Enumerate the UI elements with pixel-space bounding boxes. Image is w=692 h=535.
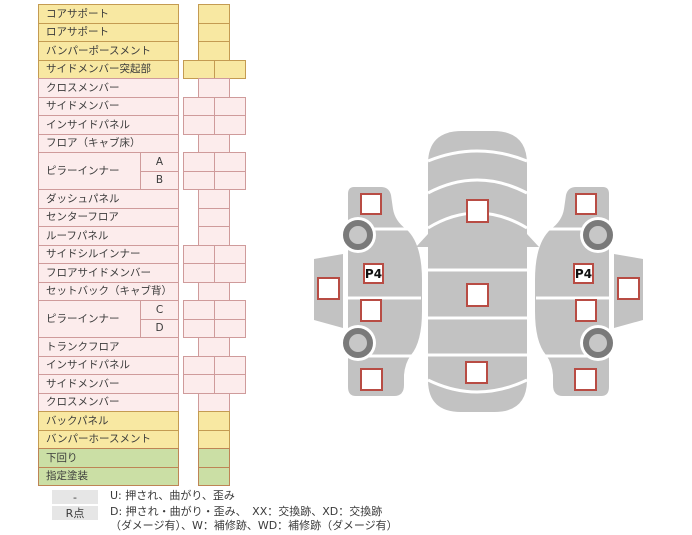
damage-cell-6-left[interactable] xyxy=(183,115,215,135)
damage-cell-2-single[interactable] xyxy=(198,41,230,61)
part-label-13: サイドシルインナー xyxy=(38,244,179,264)
damage-cell-3-left[interactable] xyxy=(183,59,215,79)
legend-text-u: U: 押され、曲がり、歪み xyxy=(110,489,235,502)
damage-cell-17-left[interactable] xyxy=(183,318,215,338)
part-label-24: 下回り xyxy=(38,448,179,468)
damage-cell-14-right[interactable] xyxy=(214,263,246,283)
damage-cell-21-single[interactable] xyxy=(198,392,230,412)
damage-cell-0-single[interactable] xyxy=(198,4,230,24)
part-label-16: ピラーインナー xyxy=(38,300,141,338)
damage-cell-24-single[interactable] xyxy=(198,448,230,468)
damage-cell-25-single[interactable] xyxy=(198,466,230,486)
left-rear-door-marker[interactable] xyxy=(360,299,382,322)
damage-cell-12-single[interactable] xyxy=(198,226,230,246)
damage-cell-7-single[interactable] xyxy=(198,133,230,153)
left-rear-fender-marker[interactable] xyxy=(360,368,383,391)
part-label-8: ピラーインナー xyxy=(38,152,141,190)
left-front-wheel xyxy=(343,220,373,250)
part-label-18: トランクフロア xyxy=(38,337,179,357)
part-label-20: サイドメンバー xyxy=(38,374,179,394)
damage-cell-8-right[interactable] xyxy=(214,152,246,172)
damage-cell-16-right[interactable] xyxy=(214,300,246,320)
part-label-6: インサイドパネル xyxy=(38,115,179,135)
damage-cell-16-left[interactable] xyxy=(183,300,215,320)
part-label-23: バンパーホースメント xyxy=(38,429,179,449)
right-rear-door-marker[interactable] xyxy=(575,299,597,322)
damage-cell-4-single[interactable] xyxy=(198,78,230,98)
damage-cell-5-right[interactable] xyxy=(214,96,246,116)
part-label-15: セットバック（キャブ背） xyxy=(38,281,179,301)
legend-key-u: - xyxy=(52,490,98,504)
center-roof-marker[interactable] xyxy=(466,283,489,307)
damage-cell-9-right[interactable] xyxy=(214,170,246,190)
part-label-7: フロア（キャブ床） xyxy=(38,133,179,153)
pillar-section-label-C: C xyxy=(140,300,179,320)
damage-cell-19-left[interactable] xyxy=(183,355,215,375)
damage-cell-11-single[interactable] xyxy=(198,207,230,227)
center-hood-marker[interactable] xyxy=(466,199,489,223)
legend-text-r-line2: （ダメージ有）、W：補修跡、WD：補修跡（ダメージ有） xyxy=(110,519,398,532)
part-label-21: クロスメンバー xyxy=(38,392,179,412)
damage-cell-1-single[interactable] xyxy=(198,22,230,42)
part-label-5: サイドメンバー xyxy=(38,96,179,116)
damage-cell-15-single[interactable] xyxy=(198,281,230,301)
damage-cell-19-right[interactable] xyxy=(214,355,246,375)
damage-cell-20-left[interactable] xyxy=(183,374,215,394)
left-rear-wheel xyxy=(343,328,373,358)
center-trunk-marker[interactable] xyxy=(465,361,488,384)
right-front-wheel xyxy=(583,220,613,250)
left-sill-marker[interactable] xyxy=(317,277,340,300)
damage-cell-14-left[interactable] xyxy=(183,263,215,283)
part-label-2: バンパーポースメント xyxy=(38,41,179,61)
right-front-fender-marker[interactable] xyxy=(575,193,597,215)
damage-cell-22-single[interactable] xyxy=(198,411,230,431)
right-front-door-marker[interactable]: P4 xyxy=(573,263,594,284)
part-label-19: インサイドパネル xyxy=(38,355,179,375)
car-silhouettes xyxy=(314,131,645,412)
part-label-4: クロスメンバー xyxy=(38,78,179,98)
damage-cell-8-left[interactable] xyxy=(183,152,215,172)
damage-cell-9-left[interactable] xyxy=(183,170,215,190)
damage-cell-3-right[interactable] xyxy=(214,59,246,79)
part-label-11: センターフロア xyxy=(38,207,179,227)
right-sill-marker[interactable] xyxy=(617,277,640,300)
damage-cell-17-right[interactable] xyxy=(214,318,246,338)
right-rear-fender-marker[interactable] xyxy=(574,368,597,391)
car-damage-diagram: P4 P4 xyxy=(310,128,650,423)
damage-cell-6-right[interactable] xyxy=(214,115,246,135)
part-label-12: ルーフパネル xyxy=(38,226,179,246)
left-front-door-marker[interactable]: P4 xyxy=(363,263,384,284)
damage-cell-23-single[interactable] xyxy=(198,429,230,449)
right-rear-wheel xyxy=(583,328,613,358)
part-label-10: ダッシュパネル xyxy=(38,189,179,209)
damage-cell-5-left[interactable] xyxy=(183,96,215,116)
left-front-fender-marker[interactable] xyxy=(360,193,382,215)
damage-cell-18-single[interactable] xyxy=(198,337,230,357)
part-label-14: フロアサイドメンバー xyxy=(38,263,179,283)
damage-cell-10-single[interactable] xyxy=(198,189,230,209)
part-label-25: 指定塗装 xyxy=(38,466,179,486)
part-label-3: サイドメンバー突起部 xyxy=(38,59,179,79)
legend-text-r-line1: D: 押され・曲がり・歪み、 XX：交換跡、XD：交換跡 xyxy=(110,505,383,518)
part-label-1: ロアサポート xyxy=(38,22,179,42)
legend-key-r: R点 xyxy=(52,506,98,520)
damage-cell-13-right[interactable] xyxy=(214,244,246,264)
pillar-section-label-B: B xyxy=(140,170,179,190)
pillar-section-label-A: A xyxy=(140,152,179,172)
part-label-0: コアサポート xyxy=(38,4,179,24)
car-top-view xyxy=(416,131,539,412)
damage-cell-20-right[interactable] xyxy=(214,374,246,394)
damage-cell-13-left[interactable] xyxy=(183,244,215,264)
part-label-22: バックパネル xyxy=(38,411,179,431)
pillar-section-label-D: D xyxy=(140,318,179,338)
